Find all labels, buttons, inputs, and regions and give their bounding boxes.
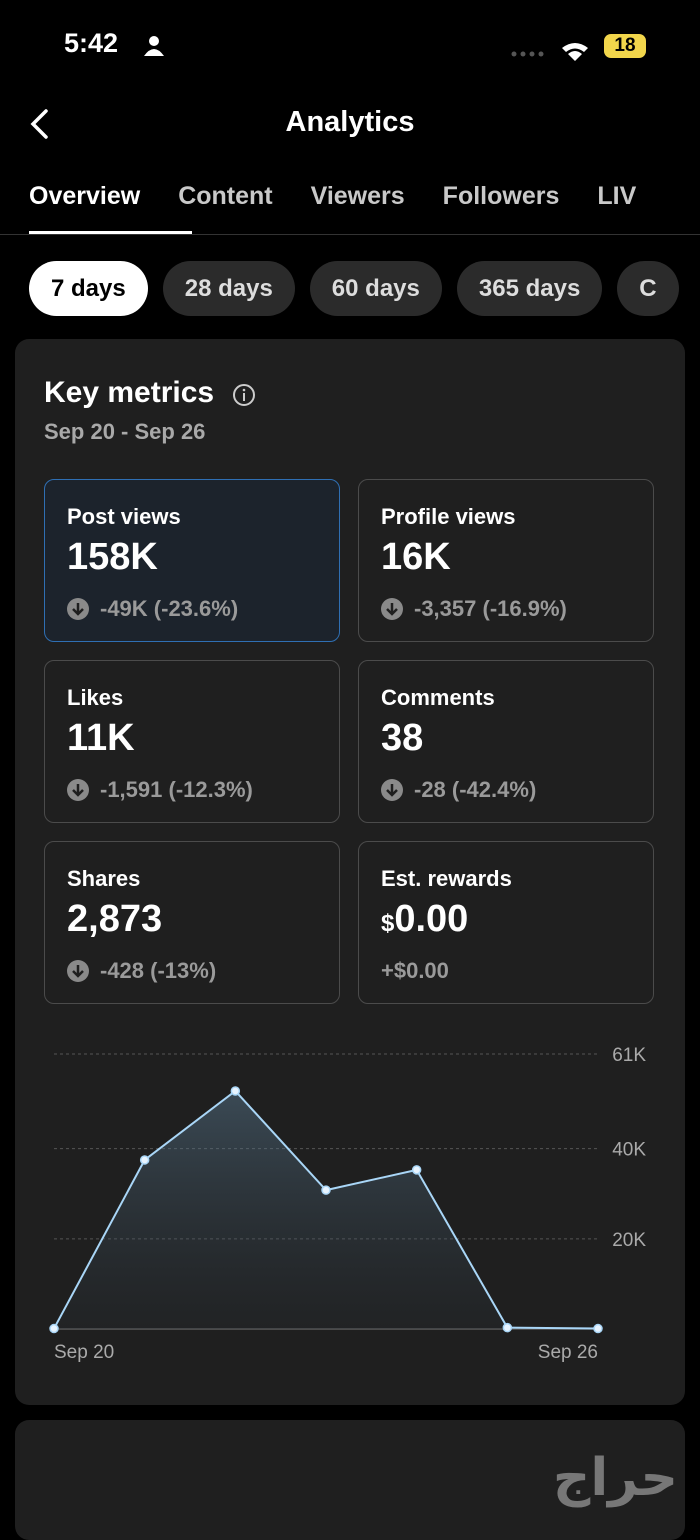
point — [321, 1185, 331, 1195]
y-tick-label: 40K — [612, 1140, 646, 1161]
range-pill[interactable]: 7 days — [29, 261, 148, 316]
point — [502, 1322, 513, 1333]
tab[interactable]: Overview — [29, 182, 141, 210]
area — [54, 1090, 598, 1329]
down-icon — [67, 960, 89, 982]
down-icon — [67, 779, 89, 801]
metric-value: 158K — [67, 536, 158, 579]
down-icon — [381, 779, 403, 801]
metric-card[interactable]: Comments 38 -28 (-42.4%) — [358, 660, 654, 823]
metric-change: -49K (-23.6%) — [100, 596, 239, 621]
date-range: Sep 20 - Sep 26 — [44, 419, 206, 444]
metric-card[interactable]: Est. rewards $0.00 +$0.00 — [358, 841, 654, 1004]
metric-change: -1,591 (-12.3%) — [100, 777, 253, 802]
range-selector: 7 days 28 days 60 days 365 days C — [29, 261, 700, 316]
metric-card[interactable]: Shares 2,873 -428 (-13%) — [44, 841, 340, 1004]
status-time: 5:42 — [64, 28, 119, 58]
value: 158K — [67, 536, 158, 578]
metric-label: Profile views — [381, 504, 516, 529]
back-button[interactable] — [28, 108, 52, 140]
y-tick-label: 20K — [612, 1230, 646, 1251]
value: 11K — [67, 717, 135, 759]
tab-bar: Overview Content Viewers Followers LIV — [29, 182, 700, 211]
value: 16K — [381, 536, 451, 578]
metric-value: 38 — [381, 717, 423, 760]
metric-change: +$0.00 — [381, 958, 449, 983]
chart: 20K 40K 61K Sep 20 Sep 26 — [49, 1045, 646, 1363]
metric-change: -28 (-42.4%) — [414, 777, 537, 802]
down-icon — [381, 598, 403, 620]
tab[interactable]: Followers — [442, 182, 560, 210]
battery: 18 — [604, 34, 646, 58]
metric-label: Est. rewards — [381, 866, 512, 891]
signal-wifi-icons — [511, 43, 588, 61]
page-title: Analytics — [285, 106, 415, 138]
metric-value: 11K — [67, 717, 135, 760]
value: 38 — [381, 717, 424, 759]
metric-label: Shares — [67, 866, 141, 891]
range-pill[interactable]: 28 days — [162, 261, 295, 316]
divider — [0, 234, 700, 235]
metric-change: -428 (-13%) — [100, 958, 217, 983]
tab-indicator — [29, 231, 192, 234]
point — [49, 1323, 59, 1334]
metric-change: -3,357 (-16.9%) — [414, 596, 567, 621]
point — [230, 1086, 241, 1096]
range-pill[interactable]: 365 days — [456, 261, 603, 316]
down-icon — [67, 598, 89, 620]
point — [593, 1323, 603, 1334]
tab[interactable]: Content — [178, 182, 273, 210]
range-pill[interactable]: C — [617, 261, 679, 316]
range-pill[interactable]: 60 days — [309, 261, 442, 316]
x-tick-label: Sep 20 — [54, 1342, 114, 1363]
watermark: حراج — [552, 1449, 678, 1507]
metric-card[interactable]: Post views 158K -49K (-23.6%) — [44, 479, 340, 642]
section-title: Key metrics — [44, 376, 215, 409]
metric-value: 2,873 — [67, 898, 162, 941]
metric-label: Post views — [67, 504, 181, 529]
metric-card[interactable]: Likes 11K -1,591 (-12.3%) — [44, 660, 340, 823]
info-icon[interactable] — [232, 383, 256, 407]
metric-card[interactable]: Profile views 16K -3,357 (-16.9%) — [358, 479, 654, 642]
x-tick-label: Sep 26 — [538, 1342, 598, 1363]
currency: $ — [381, 910, 395, 937]
metric-label: Likes — [67, 685, 124, 710]
metric-value: $0.00 — [381, 898, 468, 941]
value: 2,873 — [67, 898, 163, 940]
person-icon — [144, 36, 164, 56]
tab[interactable]: LIV — [597, 182, 637, 210]
y-tick-label: 61K — [612, 1045, 646, 1066]
metric-label: Comments — [381, 685, 495, 710]
point — [411, 1165, 422, 1175]
value: 0.00 — [394, 898, 469, 940]
point — [139, 1155, 150, 1165]
metric-value: 16K — [381, 536, 451, 579]
tab[interactable]: Viewers — [310, 182, 405, 210]
